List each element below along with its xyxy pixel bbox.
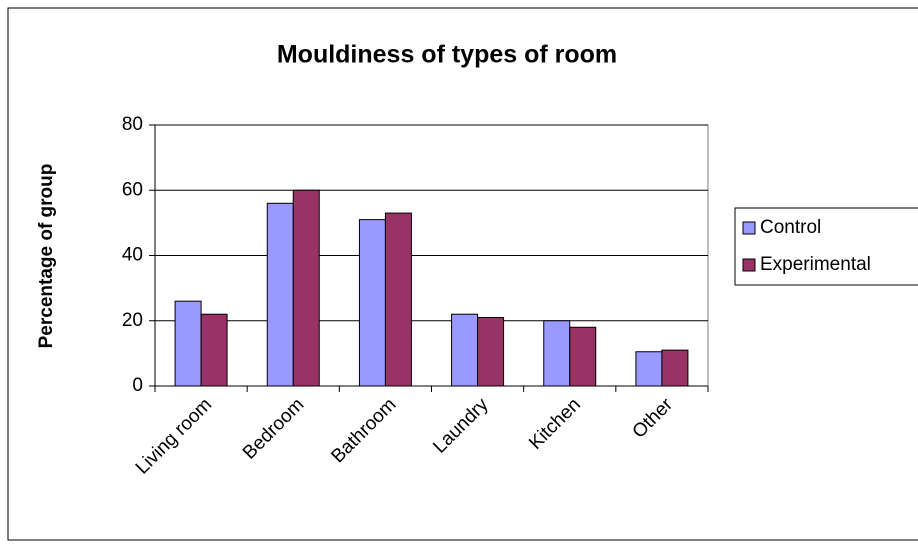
bar <box>174 300 202 387</box>
y-tick-label: 20 <box>122 310 143 331</box>
legend-label: Experimental <box>760 254 871 275</box>
bar <box>200 313 228 387</box>
y-tick-label: 80 <box>122 114 143 135</box>
bar <box>451 313 479 387</box>
y-axis-label: Percentage of group <box>36 164 57 349</box>
y-tick-label: 60 <box>122 179 143 200</box>
legend-box <box>734 207 918 286</box>
bar <box>569 326 597 387</box>
chart-title: Mouldiness of types of room <box>277 41 617 69</box>
bar <box>477 316 505 387</box>
bar <box>266 202 294 387</box>
legend-swatch <box>742 258 756 272</box>
legend-label: Control <box>760 217 821 238</box>
bar <box>292 189 320 387</box>
y-tick-label: 40 <box>122 245 143 266</box>
bar <box>384 212 412 387</box>
legend-swatch <box>742 221 756 235</box>
bar <box>358 219 386 387</box>
y-tick-label: 0 <box>132 375 143 396</box>
bar <box>635 351 663 387</box>
bar <box>661 349 689 387</box>
bar <box>543 320 571 387</box>
